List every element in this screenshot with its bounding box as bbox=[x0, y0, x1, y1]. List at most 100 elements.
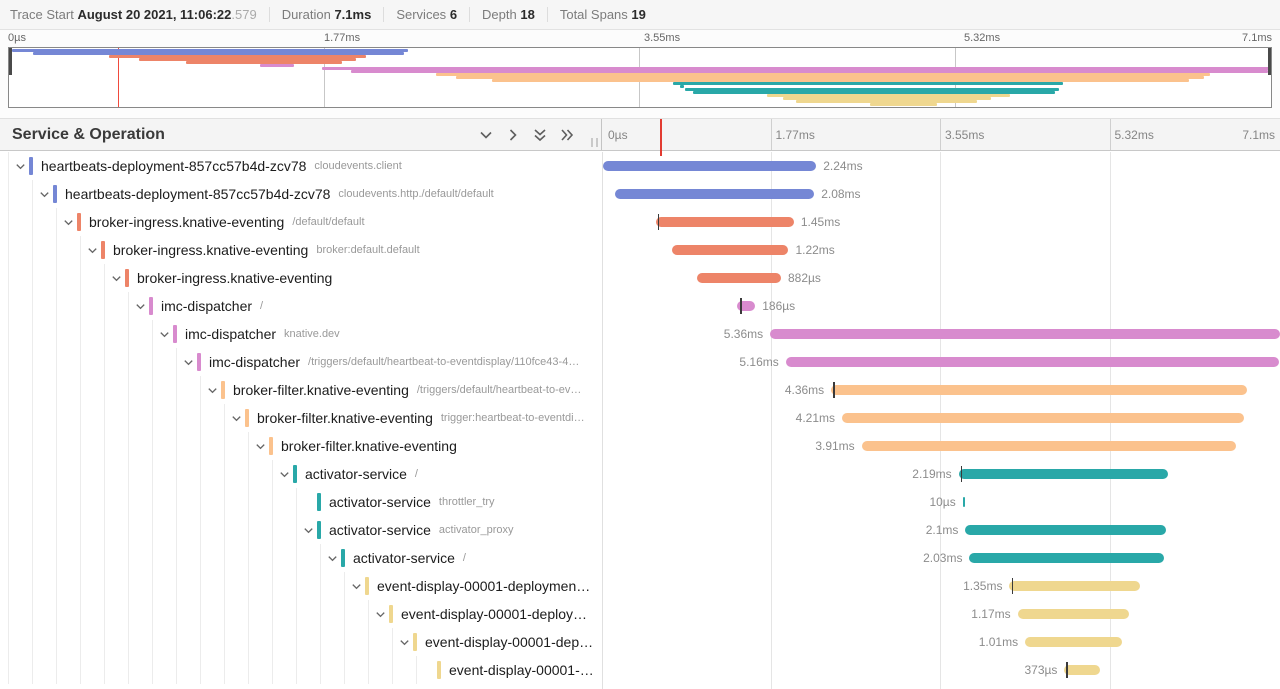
span-row[interactable]: broker-ingress.knative-eventing 882µs bbox=[0, 264, 1280, 292]
span-tree-cell[interactable]: broker-filter.knative-eventing bbox=[0, 432, 602, 460]
collapse-chevron-icon[interactable] bbox=[395, 635, 413, 649]
trace-minimap[interactable] bbox=[8, 47, 1272, 108]
column-resize-grip[interactable] bbox=[591, 138, 598, 147]
span-timeline-cell[interactable]: 882µs bbox=[602, 264, 1280, 292]
span-tree-cell[interactable]: activator-service throttler_try bbox=[0, 488, 602, 516]
span-bar[interactable] bbox=[962, 497, 965, 507]
span-bar[interactable] bbox=[1009, 581, 1140, 591]
span-tree-cell[interactable]: event-display-00001-… bbox=[0, 656, 602, 684]
span-timeline-cell[interactable]: 2.1ms bbox=[602, 516, 1280, 544]
span-bar[interactable] bbox=[958, 469, 1169, 479]
collapse-chevron-icon[interactable] bbox=[275, 467, 293, 481]
collapse-one-icon[interactable] bbox=[478, 127, 494, 143]
span-timeline-cell[interactable]: 5.36ms bbox=[602, 320, 1280, 348]
span-row[interactable]: broker-ingress.knative-eventing broker:de… bbox=[0, 236, 1280, 264]
span-tree-cell[interactable]: broker-ingress.knative-eventing broker:de… bbox=[0, 236, 602, 264]
span-bar[interactable] bbox=[603, 161, 817, 171]
span-row[interactable]: broker-ingress.knative-eventing/default/… bbox=[0, 208, 1280, 236]
span-timeline-cell[interactable]: 4.21ms bbox=[602, 404, 1280, 432]
expand-one-icon[interactable] bbox=[505, 127, 521, 143]
span-bar[interactable] bbox=[655, 217, 794, 227]
span-bar[interactable] bbox=[696, 273, 781, 283]
span-timeline-cell[interactable]: 2.03ms bbox=[602, 544, 1280, 572]
span-row[interactable]: heartbeats-deployment-857cc57b4d-zcv78 cl… bbox=[0, 180, 1280, 208]
span-bar[interactable] bbox=[736, 301, 756, 311]
span-row[interactable]: imc-dispatcher knative.dev 5.36ms bbox=[0, 320, 1280, 348]
span-timeline-cell[interactable]: 3.91ms bbox=[602, 432, 1280, 460]
span-tree-cell[interactable]: heartbeats-deployment-857cc57b4d-zcv78 cl… bbox=[0, 180, 602, 208]
span-row[interactable]: event-display-00001-deploy… 1.17ms bbox=[0, 600, 1280, 628]
span-bar[interactable] bbox=[831, 385, 1248, 395]
span-timeline-cell[interactable]: 1.35ms bbox=[602, 572, 1280, 600]
span-timeline-cell[interactable]: 4.36ms bbox=[602, 376, 1280, 404]
span-row[interactable]: broker-filter.knative-eventing 3.91ms bbox=[0, 432, 1280, 460]
span-tree-cell[interactable]: event-display-00001-deploy… bbox=[0, 600, 602, 628]
span-log-marker[interactable] bbox=[657, 214, 660, 230]
span-bar[interactable] bbox=[965, 525, 1167, 535]
span-row[interactable]: imc-dispatcher / 186µs bbox=[0, 292, 1280, 320]
span-tree-cell[interactable]: event-display-00001-deploymen… bbox=[0, 572, 602, 600]
span-row[interactable]: broker-filter.knative-eventing trigger:he… bbox=[0, 404, 1280, 432]
span-timeline-cell[interactable]: 1.45ms bbox=[602, 208, 1280, 236]
expand-all-icon[interactable] bbox=[559, 127, 575, 143]
span-bar[interactable] bbox=[969, 553, 1165, 563]
span-log-marker[interactable] bbox=[960, 466, 963, 482]
span-bar[interactable] bbox=[770, 329, 1280, 339]
span-log-marker[interactable] bbox=[1011, 578, 1013, 594]
span-log-marker[interactable] bbox=[833, 382, 835, 398]
span-tree-cell[interactable]: imc-dispatcher knative.dev bbox=[0, 320, 602, 348]
span-tree-cell[interactable]: activator-service activator_proxy bbox=[0, 516, 602, 544]
span-bar[interactable] bbox=[861, 441, 1236, 451]
span-bar[interactable] bbox=[614, 189, 815, 199]
span-log-marker[interactable] bbox=[740, 298, 742, 314]
span-timeline-cell[interactable]: 2.08ms bbox=[602, 180, 1280, 208]
span-row[interactable]: imc-dispatcher/triggers/default/heartbea… bbox=[0, 348, 1280, 376]
span-timeline-cell[interactable]: 1.17ms bbox=[602, 600, 1280, 628]
span-tree-cell[interactable]: activator-service / bbox=[0, 544, 602, 572]
span-timeline-cell[interactable]: 2.19ms bbox=[602, 460, 1280, 488]
collapse-chevron-icon[interactable] bbox=[131, 299, 149, 313]
span-row[interactable]: activator-service / 2.19ms bbox=[0, 460, 1280, 488]
collapse-chevron-icon[interactable] bbox=[83, 243, 101, 257]
collapse-chevron-icon[interactable] bbox=[107, 271, 125, 285]
span-tree-cell[interactable]: activator-service / bbox=[0, 460, 602, 488]
collapse-chevron-icon[interactable] bbox=[155, 327, 173, 341]
span-bar[interactable] bbox=[671, 245, 789, 255]
span-tree-cell[interactable]: imc-dispatcher / bbox=[0, 292, 602, 320]
span-timeline-cell[interactable]: 5.16ms bbox=[602, 348, 1280, 376]
span-timeline-cell[interactable]: 10µs bbox=[602, 488, 1280, 516]
span-bar[interactable] bbox=[1064, 665, 1101, 675]
span-row[interactable]: event-display-00001-deploymen… 1.35ms bbox=[0, 572, 1280, 600]
span-timeline-cell[interactable]: 2.24ms bbox=[602, 152, 1280, 180]
span-row[interactable]: event-display-00001-… 373µs bbox=[0, 656, 1280, 684]
span-tree-cell[interactable]: broker-filter.knative-eventing trigger:he… bbox=[0, 404, 602, 432]
collapse-chevron-icon[interactable] bbox=[251, 439, 269, 453]
span-bar[interactable] bbox=[785, 357, 1279, 367]
span-row[interactable]: heartbeats-deployment-857cc57b4d-zcv78 cl… bbox=[0, 152, 1280, 180]
span-timeline-cell[interactable]: 1.22ms bbox=[602, 236, 1280, 264]
span-tree-cell[interactable]: imc-dispatcher/triggers/default/heartbea… bbox=[0, 348, 602, 376]
collapse-chevron-icon[interactable] bbox=[323, 551, 341, 565]
collapse-chevron-icon[interactable] bbox=[299, 523, 317, 537]
span-timeline-cell[interactable]: 186µs bbox=[602, 292, 1280, 320]
span-tree-cell[interactable]: broker-filter.knative-eventing/triggers/… bbox=[0, 376, 602, 404]
span-tree-cell[interactable]: broker-ingress.knative-eventing bbox=[0, 264, 602, 292]
span-row[interactable]: activator-service throttler_try 10µs bbox=[0, 488, 1280, 516]
span-row[interactable]: activator-service activator_proxy 2.1ms bbox=[0, 516, 1280, 544]
collapse-chevron-icon[interactable] bbox=[35, 187, 53, 201]
collapse-chevron-icon[interactable] bbox=[11, 159, 29, 173]
collapse-all-icon[interactable] bbox=[532, 127, 548, 143]
span-tree-cell[interactable]: heartbeats-deployment-857cc57b4d-zcv78 cl… bbox=[0, 152, 602, 180]
span-timeline-cell[interactable]: 1.01ms bbox=[602, 628, 1280, 656]
span-row[interactable]: broker-filter.knative-eventing/triggers/… bbox=[0, 376, 1280, 404]
span-tree-cell[interactable]: event-display-00001-dep… bbox=[0, 628, 602, 656]
collapse-chevron-icon[interactable] bbox=[203, 383, 221, 397]
collapse-chevron-icon[interactable] bbox=[347, 579, 365, 593]
collapse-chevron-icon[interactable] bbox=[59, 215, 77, 229]
span-bar[interactable] bbox=[1025, 637, 1123, 647]
span-bar[interactable] bbox=[1017, 609, 1130, 619]
span-tree-cell[interactable]: broker-ingress.knative-eventing/default/… bbox=[0, 208, 602, 236]
span-row[interactable]: event-display-00001-dep… 1.01ms bbox=[0, 628, 1280, 656]
collapse-chevron-icon[interactable] bbox=[227, 411, 245, 425]
span-log-marker[interactable] bbox=[1066, 662, 1068, 678]
